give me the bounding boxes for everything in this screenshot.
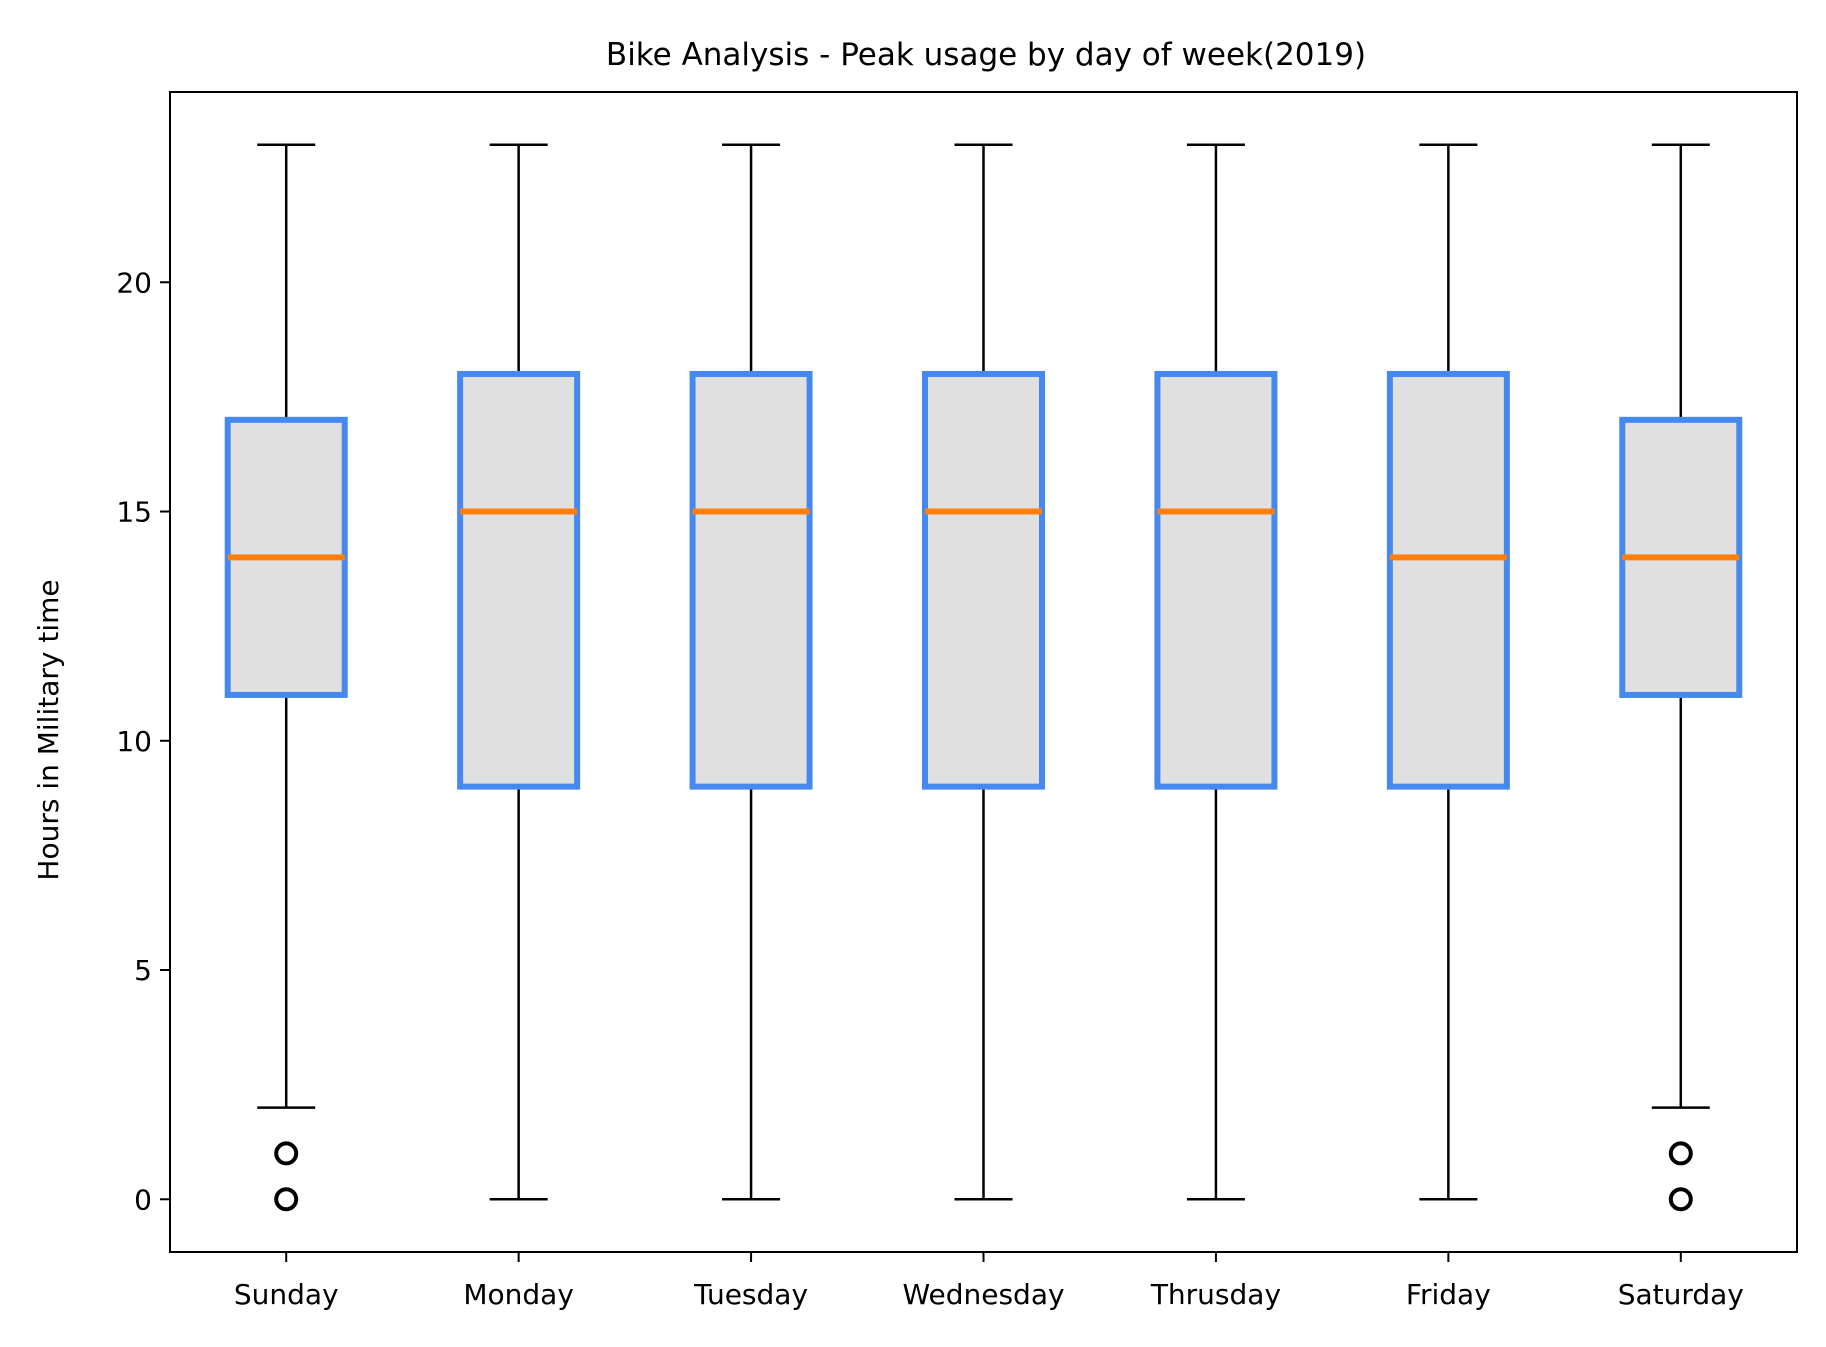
x-tick-label: Friday	[1406, 1278, 1491, 1311]
y-tick-label: 10	[116, 725, 152, 758]
x-tick-label: Sunday	[234, 1278, 339, 1311]
x-tick-label: Thrusday	[1150, 1278, 1281, 1311]
box-body	[1386, 370, 1510, 790]
y-tick-label: 15	[116, 496, 152, 529]
y-tick-label: 0	[134, 1183, 152, 1216]
x-tick-label: Monday	[463, 1278, 574, 1311]
y-tick-label: 20	[116, 266, 152, 299]
y-axis-label: Hours in Military time	[32, 579, 65, 880]
y-tick-label: 5	[134, 954, 152, 987]
x-tick-label: Saturday	[1618, 1278, 1744, 1311]
box-body	[457, 370, 581, 790]
box-body	[689, 370, 813, 790]
outlier-point	[1668, 1141, 1693, 1166]
outlier-point	[274, 1141, 299, 1166]
chart-title: Bike Analysis - Peak usage by day of wee…	[606, 37, 1366, 73]
x-tick-label: Wednesday	[902, 1278, 1064, 1311]
box-body	[922, 370, 1045, 790]
plot-frame	[169, 91, 1798, 1253]
outlier-point	[1668, 1187, 1693, 1212]
plot-area: Sunday Monday Tuesday Wednesday Thrusday Frid…	[116, 91, 1798, 1311]
box-body	[1154, 370, 1278, 790]
outlier-point	[274, 1187, 299, 1212]
x-tick-label: Tuesday	[693, 1278, 808, 1311]
